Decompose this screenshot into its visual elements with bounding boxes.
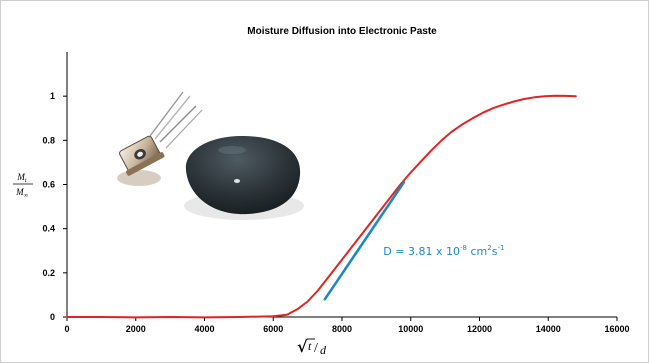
measured-uptake-line [66, 94, 577, 319]
x-tick-label: 8000 [332, 324, 352, 334]
paste-blob-photo [184, 135, 304, 220]
linear-fit-line [323, 181, 406, 301]
x-tick-label: 4000 [194, 324, 214, 334]
y-tick-label: 0.8 [42, 135, 55, 145]
annotation-exponent: -8 [460, 244, 467, 252]
y-tick-label: 0.4 [42, 224, 55, 234]
ylabel-denominator: M [15, 187, 24, 197]
annotation-unit-s: s [492, 245, 498, 258]
annotation-unit-base: cm [467, 245, 487, 258]
chart-title: Moisture Diffusion into Electronic Paste [247, 26, 437, 37]
xlabel-numerator: t [308, 339, 312, 353]
svg-text:Mt: Mt [16, 172, 27, 184]
x-tick-label: 6000 [263, 324, 283, 334]
ylabel-numerator-subscript: t [25, 178, 27, 184]
xlabel-denominator: d [320, 343, 327, 357]
annotation-unit-exp2: -1 [497, 244, 504, 252]
y-tick-label: 0 [50, 312, 55, 322]
ylabel-denominator-subscript: ∞ [24, 193, 29, 199]
y-axis-label: Mt M∞ [13, 172, 33, 199]
x-tick-label: 0 [64, 324, 69, 334]
xlabel-sqrt: √ [297, 337, 308, 356]
x-tick-label: 14000 [536, 324, 561, 334]
y-tick-label: 0.2 [42, 268, 55, 278]
y-tick-label: 1 [50, 91, 55, 101]
xlabel-separator: / [314, 341, 318, 356]
y-tick-label: 0.6 [42, 180, 55, 190]
transistor-photo [117, 91, 203, 186]
annotation-unit-exp1: 2 [487, 244, 491, 252]
x-tick-label: 2000 [126, 324, 146, 334]
x-tick-label: 10000 [398, 324, 423, 334]
ylabel-numerator: M [16, 172, 25, 182]
x-tick-label: 16000 [604, 324, 629, 334]
x-tick-label: 12000 [467, 324, 492, 334]
x-axis-label: √ t / d [297, 337, 327, 357]
svg-text:M∞: M∞ [15, 187, 29, 199]
diffusion-coefficient-annotation: D = 3.81 x 10-8 cm2s-1 [383, 244, 504, 258]
annotation-prefix: D = 3.81 x 10 [383, 245, 460, 258]
